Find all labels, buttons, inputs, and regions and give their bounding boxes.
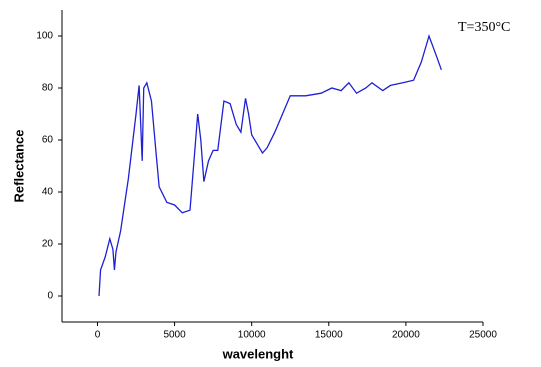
y-tick-label: 80 <box>42 83 54 94</box>
y-tick-label: 100 <box>36 31 53 42</box>
x-tick-label: 25000 <box>469 330 497 341</box>
x-tick-label: 15000 <box>315 330 343 341</box>
x-tick-label: 20000 <box>392 330 420 341</box>
x-tick-label: 5000 <box>163 330 186 341</box>
x-axis-title: wavelenght <box>222 346 294 361</box>
y-tick-label: 40 <box>42 187 54 198</box>
annotation: T=350°C <box>458 20 510 35</box>
data-line <box>98 33 442 297</box>
y-axis-title: Reflectance <box>11 130 26 203</box>
y-tick-label: 20 <box>42 239 54 250</box>
y-tick-label: 0 <box>47 291 53 302</box>
y-tick-label: 60 <box>42 135 54 146</box>
x-tick-label: 10000 <box>238 330 266 341</box>
x-tick-label: 0 <box>95 330 101 341</box>
